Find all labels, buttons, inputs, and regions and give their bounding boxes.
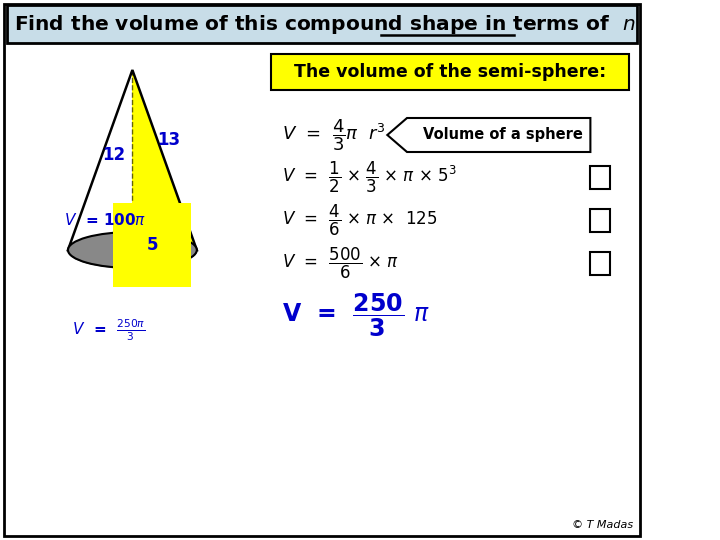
Polygon shape	[68, 250, 197, 268]
Text: The volume of the semi-sphere:: The volume of the semi-sphere:	[294, 63, 606, 81]
FancyBboxPatch shape	[590, 252, 610, 275]
Text: 12: 12	[102, 146, 125, 164]
Polygon shape	[132, 70, 197, 250]
Text: $V$  =  $\frac{250\pi}{3}$: $V$ = $\frac{250\pi}{3}$	[71, 317, 145, 343]
Text: $V$  = 100$\pi$: $V$ = 100$\pi$	[63, 212, 146, 228]
Text: $V$  =  $\dfrac{1}{2}$ $\times$ $\dfrac{4}{3}$ $\times$ $\pi$ $\times$ $5^3$: $V$ = $\dfrac{1}{2}$ $\times$ $\dfrac{4}…	[282, 159, 456, 194]
Text: $V$  =  $\dfrac{4}{3}$$\pi$  $r^3$: $V$ = $\dfrac{4}{3}$$\pi$ $r^3$	[282, 117, 385, 153]
Text: © T Madas: © T Madas	[572, 520, 634, 530]
Text: Volume of a sphere: Volume of a sphere	[423, 127, 583, 143]
Text: 13: 13	[158, 131, 181, 149]
Ellipse shape	[68, 232, 197, 268]
FancyBboxPatch shape	[7, 5, 637, 43]
Polygon shape	[68, 70, 132, 250]
Text: $\mathbf{V}$  =  $\mathbf{\dfrac{250}{3}}$ $\pi$: $\mathbf{V}$ = $\mathbf{\dfrac{250}{3}}$…	[282, 291, 430, 339]
Text: 5: 5	[146, 236, 158, 254]
FancyBboxPatch shape	[590, 166, 610, 189]
Text: $V$  =  $\dfrac{500}{6}$ $\times$ $\pi$: $V$ = $\dfrac{500}{6}$ $\times$ $\pi$	[282, 245, 399, 281]
Text: Find the volume of this compound shape in terms of  $\mathit{n}$: Find the volume of this compound shape i…	[14, 12, 636, 36]
Polygon shape	[387, 118, 590, 152]
FancyBboxPatch shape	[271, 54, 629, 90]
FancyBboxPatch shape	[590, 209, 610, 232]
Polygon shape	[77, 250, 188, 264]
Text: $V$  =  $\dfrac{4}{6}$ $\times$ $\pi$ $\times$  125: $V$ = $\dfrac{4}{6}$ $\times$ $\pi$ $\ti…	[282, 202, 438, 238]
